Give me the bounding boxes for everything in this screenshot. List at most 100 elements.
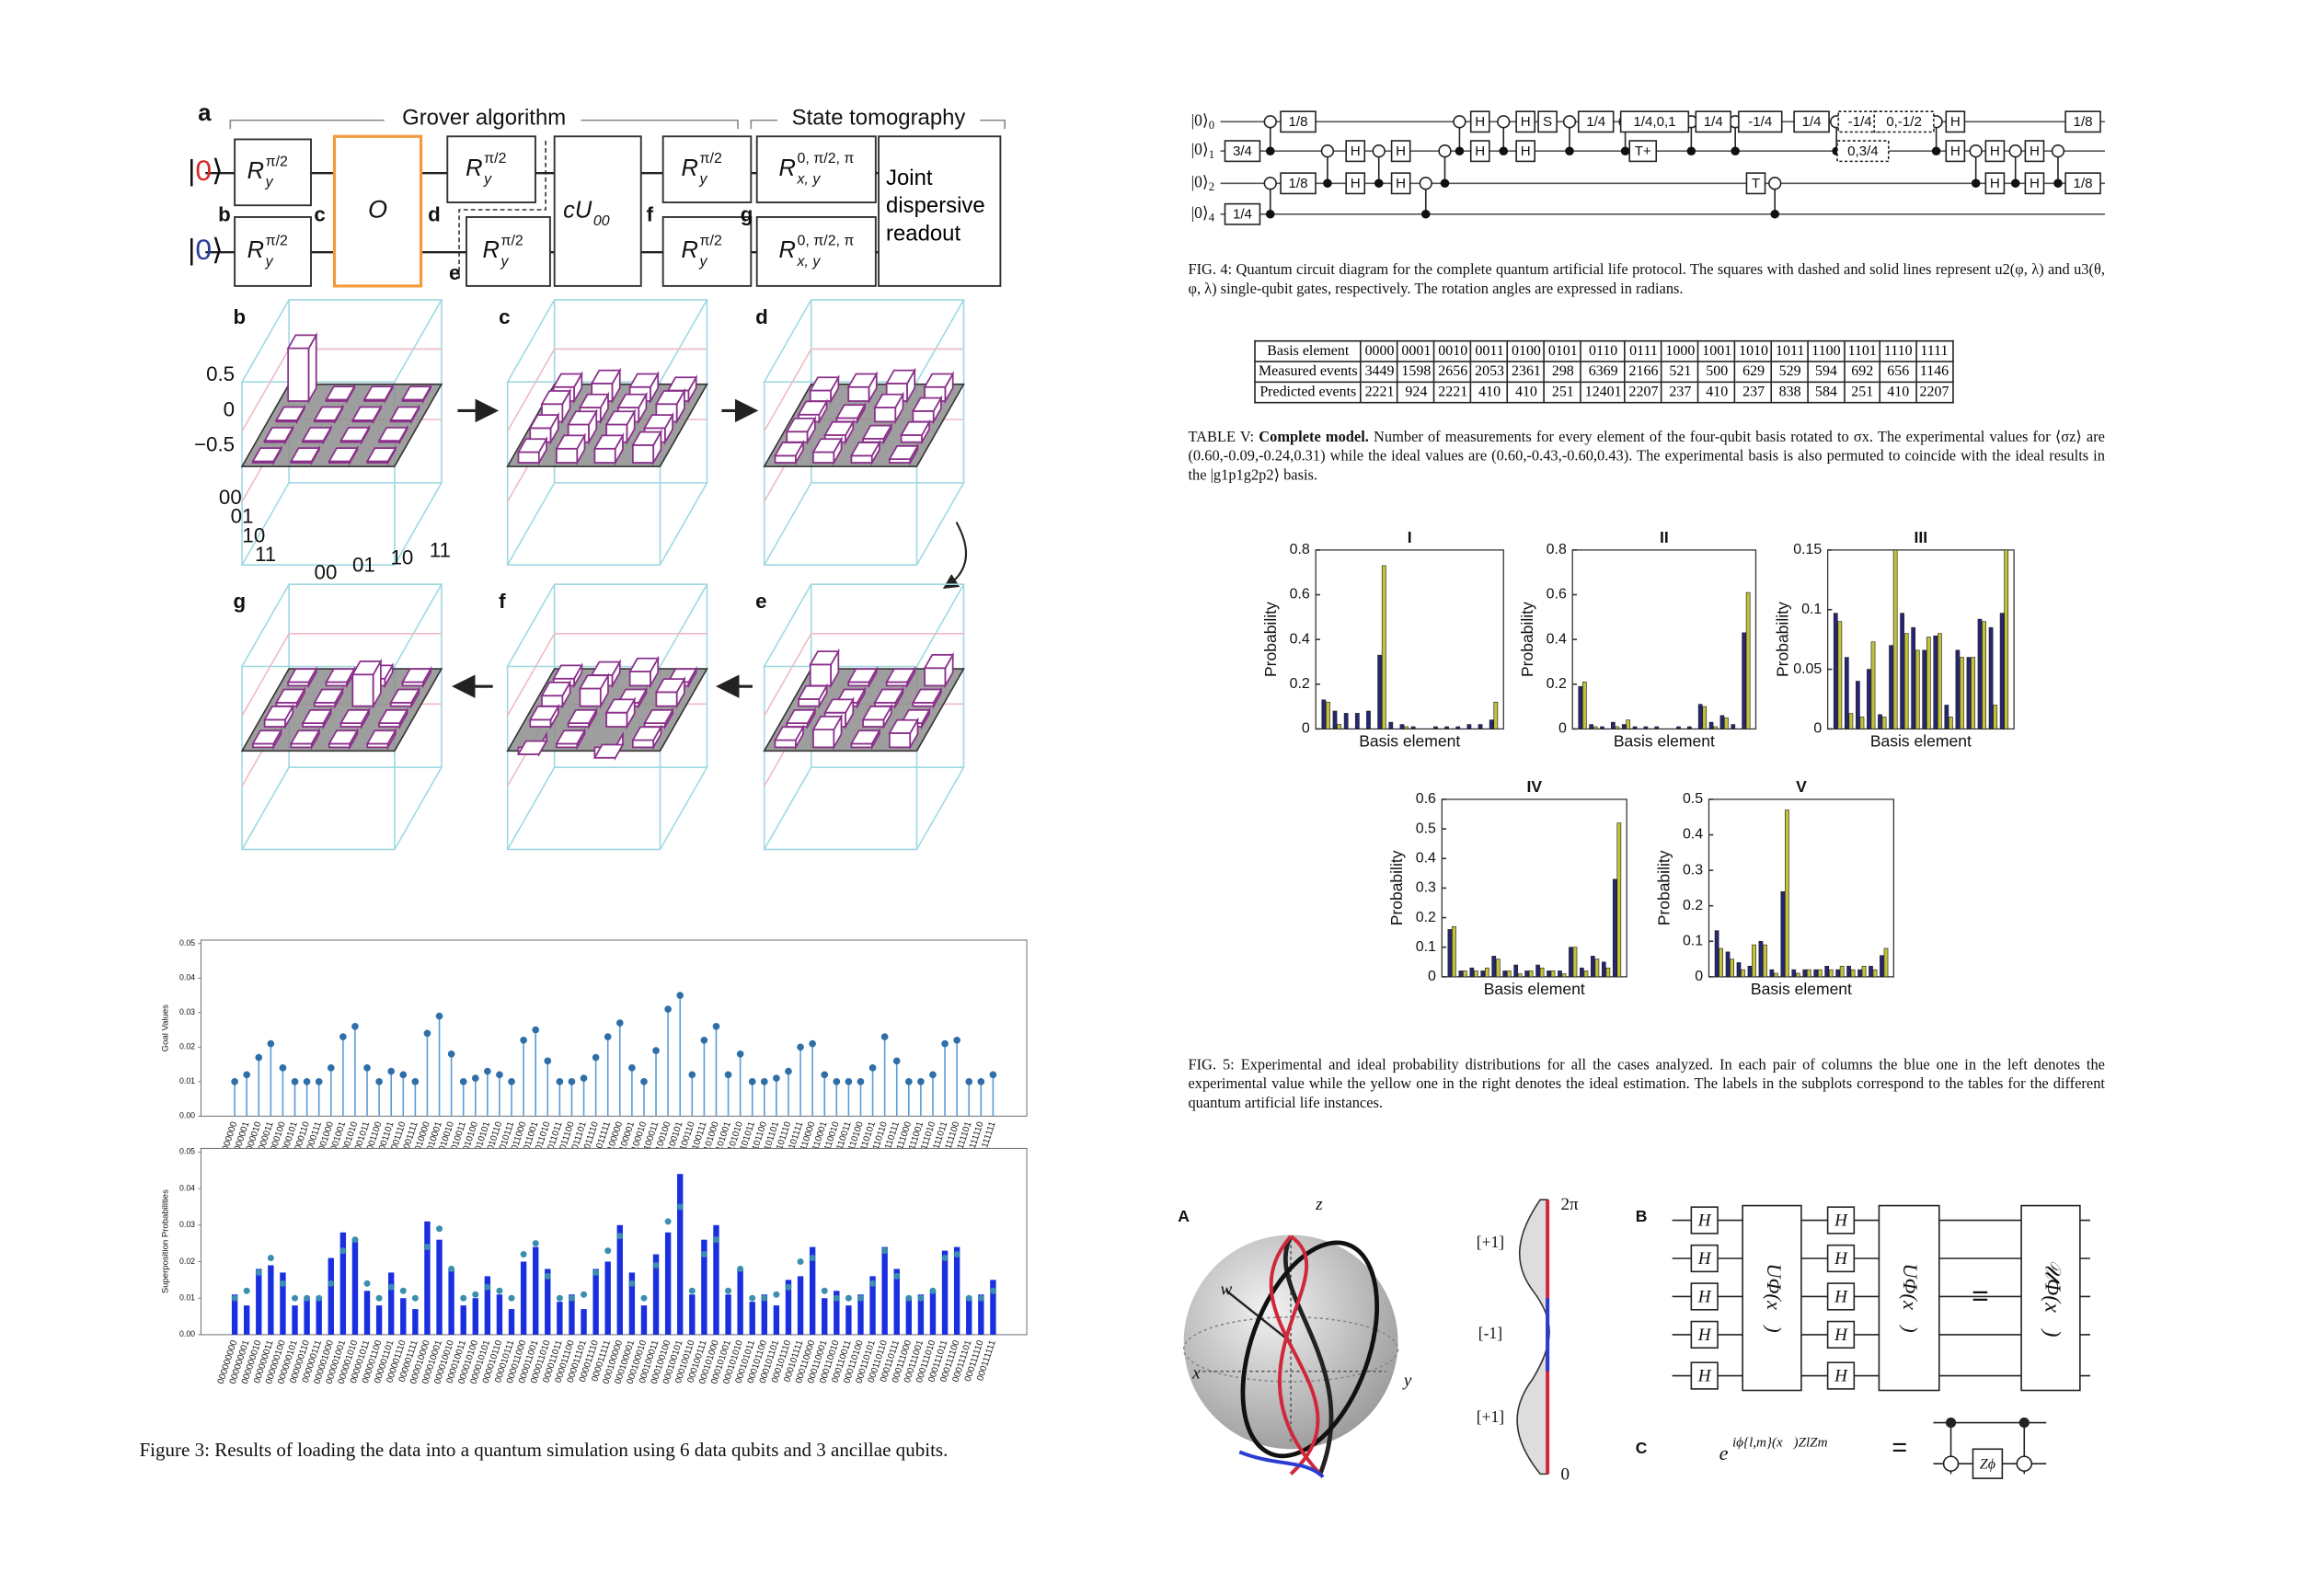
table-cell: 410 (1507, 381, 1546, 404)
y-tick-label: 0.2 (1547, 676, 1567, 692)
bar3d-front (812, 451, 835, 464)
ket: |0⟩ (188, 155, 223, 188)
row-label: 00 (219, 486, 242, 509)
u-total-label: 𝒰Φ(x⃗) (2040, 1259, 2064, 1338)
bar (1742, 632, 1746, 729)
bar (1736, 962, 1742, 978)
y-tick-label: 0.05 (179, 938, 195, 947)
goal-dot (893, 1272, 901, 1280)
bar (689, 1294, 696, 1335)
y-tick-label: 0.3 (1683, 862, 1703, 878)
gate-label: 3/4 (1233, 144, 1252, 159)
goal-dot (941, 1255, 949, 1262)
gate-label: 1/4 (1233, 207, 1252, 223)
goal-dot (628, 1280, 636, 1287)
cube-frame (506, 766, 708, 851)
bar (1466, 724, 1472, 729)
table-cell: 521 (1661, 361, 1700, 384)
bar3d-top (631, 726, 662, 741)
bar (1813, 969, 1819, 978)
stem-dot (387, 1067, 396, 1075)
bar3d-top (578, 674, 610, 690)
gate-label: R (682, 237, 698, 263)
stem-dot (965, 1077, 973, 1085)
stem-dot (773, 1074, 780, 1082)
bar3d-top (552, 664, 583, 680)
bar (520, 1261, 527, 1335)
goal-dot (616, 1233, 624, 1240)
bar3d-top (616, 393, 648, 408)
table-cell: 924 (1397, 381, 1436, 404)
bar (1833, 613, 1838, 729)
table-cell: 251 (1544, 381, 1582, 404)
bar (628, 1272, 636, 1335)
ket-sub: 0 (1209, 119, 1214, 132)
bar (869, 1276, 876, 1335)
bar (701, 1239, 707, 1335)
gate-sub: y (483, 172, 492, 188)
stem-dot (580, 1074, 588, 1082)
gate-label: H (1396, 176, 1406, 191)
bar (1580, 967, 1584, 978)
gate-box (1515, 110, 1536, 133)
stem-dot (375, 1077, 383, 1085)
bar (448, 1269, 454, 1335)
z-tick-label: −0.5 (194, 433, 235, 456)
z-tick-label: 0.5 (206, 362, 235, 385)
stem-dot (748, 1077, 756, 1085)
goal-dot (604, 1247, 612, 1255)
bar (1937, 633, 1942, 729)
bar3d-front (631, 739, 655, 749)
bar (1857, 969, 1862, 978)
stem-dot (568, 1077, 576, 1085)
gate-label: R (482, 237, 499, 263)
equals: = (1892, 1433, 1907, 1463)
h-label: H (1834, 1249, 1848, 1269)
bar3d-front (809, 663, 833, 687)
table-cell: 2656 (1433, 361, 1472, 384)
goal-dot (363, 1280, 371, 1287)
stem-dot (267, 1039, 275, 1048)
bar3d-top (861, 424, 893, 440)
bar3d-top (811, 716, 844, 731)
y-tick-label: 0.6 (1290, 587, 1310, 603)
bar (1824, 965, 1830, 978)
chart-title: IV (1526, 777, 1542, 796)
y-tick-label: 0.02 (179, 1042, 195, 1051)
bar (1828, 969, 1834, 978)
stem-dot (484, 1067, 491, 1075)
y-tick-label: 0.4 (1416, 850, 1436, 866)
panel-label: e (755, 590, 766, 613)
bar (1780, 890, 1786, 978)
goal-dot (688, 1287, 696, 1294)
bar3d-top (888, 445, 919, 461)
pink-line (506, 632, 707, 717)
y-tick-label: 0.6 (1547, 587, 1567, 603)
bar (1535, 964, 1540, 978)
strip-state: [-1] (1478, 1324, 1502, 1342)
bar (1600, 726, 1604, 729)
h-box (1826, 1361, 1856, 1390)
chart-title: III (1915, 528, 1928, 546)
gate-label: 0,3/4 (1847, 144, 1879, 159)
col-label: 00 (315, 560, 338, 583)
bar (496, 1294, 503, 1335)
bar (664, 1232, 672, 1335)
goal-dot (712, 1236, 719, 1244)
ket: |0⟩ (1191, 203, 1209, 222)
gate-box (2064, 110, 2101, 133)
pink-line (763, 632, 964, 717)
bar (1869, 965, 1873, 978)
bar (1354, 713, 1360, 729)
bar (1388, 721, 1394, 729)
goal-dot (472, 1291, 479, 1298)
target (1453, 115, 1466, 129)
gate-box (2064, 172, 2101, 195)
control (1686, 146, 1696, 156)
bar (1458, 970, 1464, 978)
bar (1455, 726, 1461, 729)
gate-label: 1/4,0,1 (1633, 114, 1675, 130)
bar (1506, 970, 1512, 978)
bar (1881, 717, 1887, 729)
